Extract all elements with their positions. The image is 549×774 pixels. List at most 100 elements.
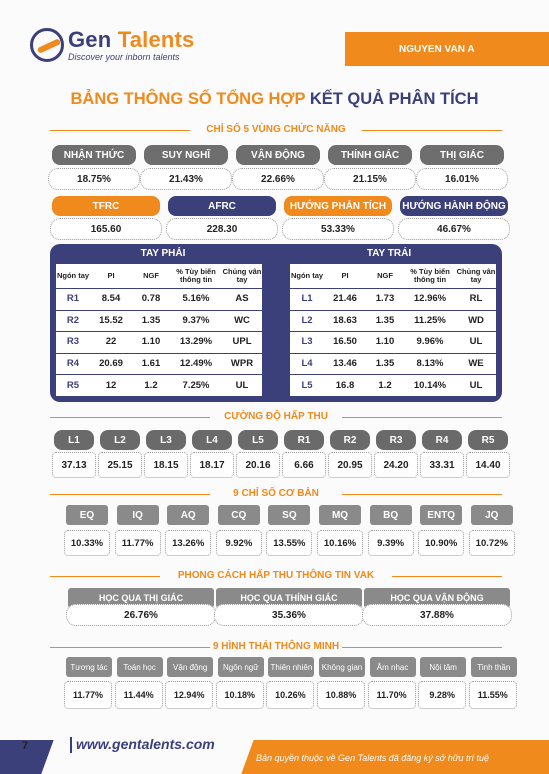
intel-label: Vận động — [167, 657, 214, 677]
vak-label: HỌC QUA THÍNH GIÁC — [216, 588, 362, 608]
functional-value: 21.15% — [324, 168, 416, 190]
finger-cell: 12 — [105, 379, 117, 391]
row-divider — [56, 309, 262, 311]
absorb-value: 14.40 — [466, 452, 510, 478]
vak-label: HỌC QUA THỊ GIÁC — [68, 588, 214, 608]
basic-value: 13.26% — [165, 530, 212, 556]
person-name: NGUYEN VAN A — [339, 26, 549, 74]
absorb-label: R4 — [422, 430, 462, 450]
intel-value: 10.18% — [215, 681, 264, 709]
basic-value: 9.39% — [367, 530, 414, 556]
finger-label: R3 — [66, 336, 80, 348]
tfrc-label: HƯỚNG PHẢN TÍCH — [284, 196, 392, 216]
finger-label: L2 — [301, 314, 313, 326]
vak-value: 35.36% — [214, 604, 364, 626]
absorb-value: 6.66 — [282, 452, 326, 478]
finger-header: NGF — [143, 271, 159, 280]
intel-value: 10.88% — [317, 681, 365, 709]
functional-label: VẬN ĐỘNG — [236, 145, 320, 165]
right-hand-title: TAY PHẢI — [140, 248, 186, 259]
functional-label: THÍNH GIÁC — [328, 145, 412, 165]
finger-header: Chủng vân tay — [222, 267, 262, 284]
vak-label: HỌC QUA VẬN ĐỘNG — [364, 588, 510, 608]
finger-cell: 16.50 — [333, 336, 357, 348]
finger-cell: 7.25% — [182, 379, 210, 391]
section-title-vak: PHONG CÁCH HẤP THU THÔNG TIN VAK — [50, 570, 502, 581]
basic-value: 10.72% — [468, 530, 515, 556]
row-divider — [290, 374, 496, 376]
finger-cell: 1.35 — [141, 314, 161, 326]
basic-label: AQ — [167, 505, 210, 525]
absorb-value: 33.31 — [420, 452, 464, 478]
finger-cell: 22 — [105, 336, 117, 348]
intel-value: 11.70% — [367, 681, 416, 709]
basic-label: EQ — [66, 505, 108, 525]
finger-cell: 8.13% — [416, 358, 444, 370]
finger-cell: 1.35 — [375, 314, 395, 326]
finger-cell: 1.10 — [141, 336, 161, 348]
basic-value: 9.92% — [215, 530, 262, 556]
functional-value: 18.75% — [48, 168, 140, 190]
finger-cell: 0.78 — [141, 293, 161, 305]
section-title-functional: CHỈ SỐ 5 VÙNG CHỨC NĂNG — [50, 124, 502, 135]
finger-cell: 13.29% — [179, 336, 213, 348]
gen-talents-logo: Gen Talents Discover your inborn talents — [30, 28, 195, 62]
finger-cell: 10.14% — [413, 379, 447, 391]
absorb-value: 20.16 — [236, 452, 280, 478]
basic-label: MQ — [319, 505, 361, 525]
finger-cell: AS — [235, 293, 249, 305]
basic-value: 11.77% — [114, 530, 161, 556]
section-title-intel: 9 HÌNH THÁI THÔNG MINH — [50, 641, 502, 652]
basic-label: ENTQ — [420, 505, 463, 525]
intel-value: 12.94% — [165, 681, 214, 709]
section-title-basic: 9 CHỈ SỐ CƠ BẢN — [50, 488, 502, 499]
functional-value: 16.01% — [416, 168, 508, 190]
finger-header: NGF — [377, 271, 393, 280]
absorb-label: L3 — [146, 430, 186, 450]
row-divider — [56, 331, 262, 333]
basic-label: SQ — [268, 505, 311, 525]
finger-cell: 12.96% — [413, 293, 447, 305]
finger-label: L1 — [301, 293, 313, 305]
finger-label: R5 — [66, 379, 80, 391]
page-title: BẢNG THÔNG SỐ TỔNG HỢP KẾT QUẢ PHÂN TÍCH — [70, 90, 479, 108]
finger-label: L3 — [301, 336, 313, 348]
finger-header: PI — [107, 271, 115, 280]
intel-label: Không gian — [319, 657, 365, 677]
fingerprint-table: TAY PHẢI TAY TRÁI Ngón tay PI NGF % Tùy biế… — [50, 244, 502, 402]
tfrc-value: 228.30 — [166, 218, 278, 240]
intel-label: Tương tác — [66, 657, 112, 677]
finger-cell: WC — [234, 314, 250, 326]
section-title-absorb: CƯỜNG ĐỘ HẤP THU — [50, 411, 502, 422]
intel-label: Nội tâm — [420, 657, 467, 677]
basic-value: 10.16% — [317, 530, 363, 556]
finger-cell: WPR — [230, 358, 254, 370]
finger-label: L5 — [301, 379, 313, 391]
finger-cell: 9.96% — [416, 336, 444, 348]
finger-cell: UL — [235, 379, 249, 391]
finger-cell: 1.2 — [144, 379, 158, 391]
intel-value: 11.44% — [114, 681, 163, 709]
finger-label: R4 — [66, 358, 80, 370]
intel-label: Toán học — [116, 657, 163, 677]
row-divider — [290, 309, 496, 311]
finger-cell: 1.61 — [141, 358, 161, 370]
website-link[interactable]: www.gentalents.com — [70, 736, 215, 753]
finger-header: % Tùy biến thông tin — [176, 267, 216, 284]
footer-orange-band — [230, 740, 549, 774]
basic-label: JQ — [470, 505, 513, 525]
header-divider — [56, 288, 262, 289]
finger-cell: 16.8 — [335, 379, 355, 391]
finger-label: L4 — [301, 358, 313, 370]
finger-cell: 18.63 — [333, 314, 357, 326]
finger-cell: 5.16% — [182, 293, 210, 305]
basic-label: IQ — [116, 505, 159, 525]
absorb-label: R3 — [376, 430, 416, 450]
finger-cell: 1.2 — [378, 379, 392, 391]
intel-value: 11.55% — [468, 681, 517, 709]
finger-label: R2 — [66, 314, 80, 326]
absorb-label: L1 — [54, 430, 94, 450]
absorb-value: 25.15 — [98, 452, 142, 478]
finger-cell: WD — [468, 314, 484, 326]
finger-cell: 8.54 — [101, 293, 121, 305]
